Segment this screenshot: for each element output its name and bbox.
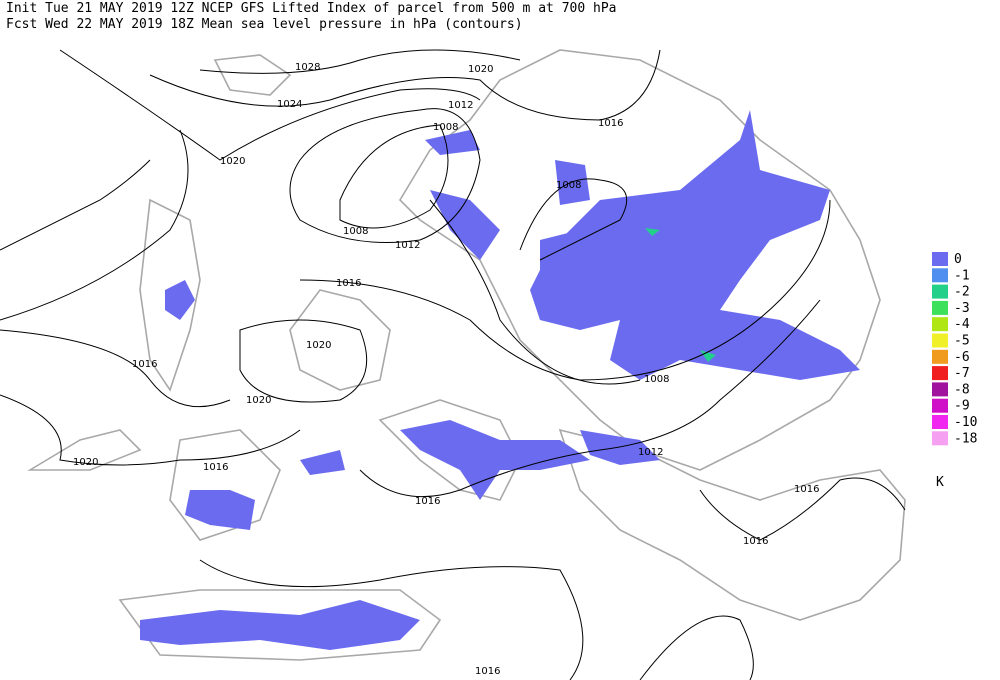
isobar-label: 1012 [638, 447, 663, 458]
legend-swatch [932, 431, 948, 446]
legend-swatch [932, 333, 948, 348]
isobar-label: 1008 [556, 180, 581, 191]
legend-swatch [932, 398, 948, 413]
isobar-label: 1020 [306, 340, 331, 351]
legend-swatch [932, 268, 948, 283]
isobar-label: 1020 [468, 64, 493, 75]
isobar-label: 1020 [220, 156, 245, 167]
isobars [0, 49, 906, 680]
isobar-label: 1016 [794, 484, 819, 495]
legend-swatch [932, 415, 948, 429]
isobar-label: 1012 [395, 240, 420, 251]
isobar-label: 1020 [246, 395, 271, 406]
isobar-label: 1016 [415, 496, 440, 507]
legend-unit: K [936, 475, 944, 490]
header-line: Init Tue 21 MAY 2019 12Z NCEP GFS Lifted… [6, 1, 616, 16]
legend-swatch [932, 300, 948, 315]
isobar-labels: 1028 1024 1020 1020 1012 1016 1008 1008 … [73, 62, 819, 677]
legend-label: -2 [954, 285, 970, 300]
legend-swatch [932, 284, 948, 299]
legend-swatch [932, 366, 948, 381]
isobar-label: 1016 [132, 359, 157, 370]
isobar-label: 1016 [336, 278, 361, 289]
coastlines [27, 49, 906, 661]
legend-swatch [932, 252, 948, 266]
lifted-index-area [645, 228, 660, 236]
lifted-index-area [700, 350, 716, 362]
legend-label: -4 [954, 317, 970, 332]
header-line: Fcst Wed 22 MAY 2019 18Z Mean sea level … [6, 17, 523, 32]
isobar-label: 1016 [598, 118, 623, 129]
legend-label: -10 [954, 415, 977, 430]
legend-swatch [932, 317, 948, 332]
legend-swatch [932, 349, 948, 364]
legend-label: -8 [954, 382, 970, 397]
isobar-label: 1008 [644, 374, 669, 385]
legend-label: -5 [954, 334, 970, 349]
legend-label: -7 [954, 366, 970, 381]
isobar-label: 1016 [743, 536, 768, 547]
lifted-index-areas [140, 110, 860, 650]
legend-label: -1 [954, 268, 970, 283]
isobar-label: 1008 [343, 226, 368, 237]
isobar-label: 1028 [295, 62, 320, 73]
legend-label: -9 [954, 399, 970, 414]
isobar-label: 1008 [433, 122, 458, 133]
isobar-label: 1012 [448, 100, 473, 111]
isobar-label: 1016 [475, 666, 500, 677]
legend-label: -3 [954, 301, 970, 316]
legend-swatch [932, 382, 948, 397]
isobar-label: 1024 [277, 99, 302, 110]
legend-label: -18 [954, 431, 977, 446]
isobar-label: 1020 [73, 457, 98, 468]
legend-label: -6 [954, 350, 970, 365]
isobar-label: 1016 [203, 462, 228, 473]
legend-label: 0 [954, 252, 962, 267]
legend: 0-1 -2-3-4 -5-6-7-8 -9-10-18 [932, 252, 977, 446]
